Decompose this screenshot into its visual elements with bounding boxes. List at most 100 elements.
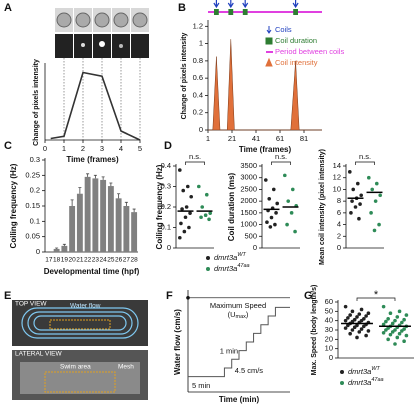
annotation: Maximum Speed: [210, 301, 266, 310]
data-point: [393, 318, 397, 323]
bar: [115, 198, 122, 252]
bar: [100, 179, 107, 252]
bar: [107, 186, 114, 252]
data-point: [181, 188, 186, 193]
data-point: [357, 312, 362, 316]
data-point: [273, 222, 277, 227]
data-point: [372, 228, 377, 233]
data-point: [359, 193, 364, 198]
data-point: [377, 222, 381, 227]
panel-label: F: [166, 290, 173, 302]
y-tick-label: 0.6: [193, 73, 203, 82]
y-tick-label: 0.3: [30, 155, 40, 164]
data-point: [274, 211, 278, 215]
annotation: 5 min: [192, 381, 210, 390]
data-point: [182, 229, 187, 234]
bar: [69, 206, 76, 252]
y-tick-label: 30: [325, 325, 333, 334]
y-tick-label: 500: [244, 231, 257, 240]
data-point: [189, 194, 193, 199]
legend-superscript: 47aa: [371, 377, 383, 383]
data-point: [402, 339, 406, 344]
data-point: [207, 217, 211, 222]
bracket: [271, 161, 291, 165]
y-tick-label: 0.2: [30, 186, 40, 195]
data-point: [185, 184, 190, 189]
data-point: [362, 324, 366, 329]
x-tick-label: 81: [300, 134, 308, 143]
y-tick-label: 0.8: [193, 56, 203, 65]
error-bar: [62, 243, 66, 246]
diff-image: [55, 34, 73, 58]
legend-superscript: 47aa: [237, 263, 249, 269]
y-tick-label: 2: [337, 231, 341, 240]
data-point: [357, 216, 361, 221]
x-tick-label: 19: [61, 257, 69, 264]
data-point: [364, 333, 368, 338]
y-tick-label: 10: [325, 344, 333, 353]
data-point: [400, 329, 404, 333]
legend-marker: [206, 267, 210, 271]
x-tick-label: 61: [276, 134, 284, 143]
significance: *: [374, 289, 379, 301]
y-tick-label: 0.25: [25, 170, 40, 179]
x-axis-label: Developmental time (hpf): [44, 267, 140, 276]
data-point: [358, 202, 362, 206]
data-point: [357, 330, 362, 334]
error-bar: [124, 201, 128, 206]
x-tick-label: 21: [228, 134, 236, 143]
data-point: [366, 329, 371, 333]
y-axis-label: Max. Speed (body length/s): [311, 285, 318, 376]
y-axis-label: Coiling frequency (Hz): [155, 164, 164, 249]
annotation: 4.5 cm/s: [235, 366, 264, 375]
bar: [84, 176, 91, 252]
data-point: [275, 201, 280, 206]
bar: [61, 245, 68, 252]
data-point: [197, 184, 201, 189]
data-point: [378, 193, 383, 198]
y-tick-label: 0.2: [193, 108, 203, 117]
y-tick-label: 12: [333, 173, 341, 182]
data-point: [395, 335, 400, 340]
y-axis-label: Coiling frequency (Hz): [9, 163, 18, 248]
data-point: [397, 309, 402, 314]
legend-label: dmrt3a47aa: [214, 263, 250, 273]
legend-marker: [206, 256, 210, 260]
data-point: [381, 322, 386, 327]
legend-label: Period between coils: [275, 47, 344, 56]
bar: [53, 248, 60, 252]
x-tick-label: 5: [138, 144, 142, 153]
x-tick-label: 4: [119, 144, 123, 153]
data-point: [183, 215, 188, 220]
data-point: [349, 211, 353, 215]
legend-name: dmrt3a: [348, 378, 371, 387]
data-point: [367, 175, 371, 180]
y-tick-label: 0: [329, 353, 333, 362]
panel-label: C: [4, 140, 12, 152]
bar: [131, 212, 138, 252]
y-tick-label: 4: [337, 220, 341, 229]
annotation: (Umax): [228, 310, 249, 320]
umax-part: max: [236, 314, 247, 320]
y-tick-label: 0: [253, 243, 257, 252]
step-line: [188, 306, 290, 378]
data-point: [343, 304, 348, 309]
y-tick-label: 2000: [240, 196, 257, 205]
data-point: [388, 311, 393, 316]
coil-arrow: [242, 0, 249, 9]
data-point: [346, 323, 350, 328]
data-point: [289, 211, 294, 215]
data-point: [200, 205, 205, 209]
y-tick-label: 3500: [240, 161, 257, 170]
y-tick-label: 0.4: [161, 161, 171, 170]
x-tick-label: 25: [107, 257, 115, 264]
data-point: [386, 317, 390, 321]
data-point: [381, 331, 386, 335]
flow-track: [21, 307, 139, 339]
data-point: [353, 205, 358, 209]
panel-label: E: [4, 290, 11, 302]
data-point: [352, 325, 357, 330]
significance: n.s.: [275, 152, 287, 161]
coil-arrow: [213, 0, 220, 9]
y-tick-label: 0.4: [193, 90, 203, 99]
